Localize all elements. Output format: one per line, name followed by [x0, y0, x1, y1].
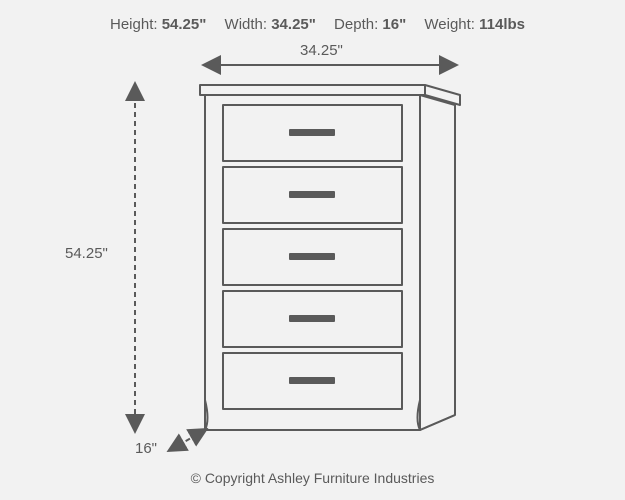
dresser-diagram [200, 85, 460, 430]
dim-line-depth [170, 430, 205, 450]
diagram-svg [0, 0, 625, 500]
copyright-text: © Copyright Ashley Furniture Industries [0, 470, 625, 486]
drawers [223, 105, 402, 409]
